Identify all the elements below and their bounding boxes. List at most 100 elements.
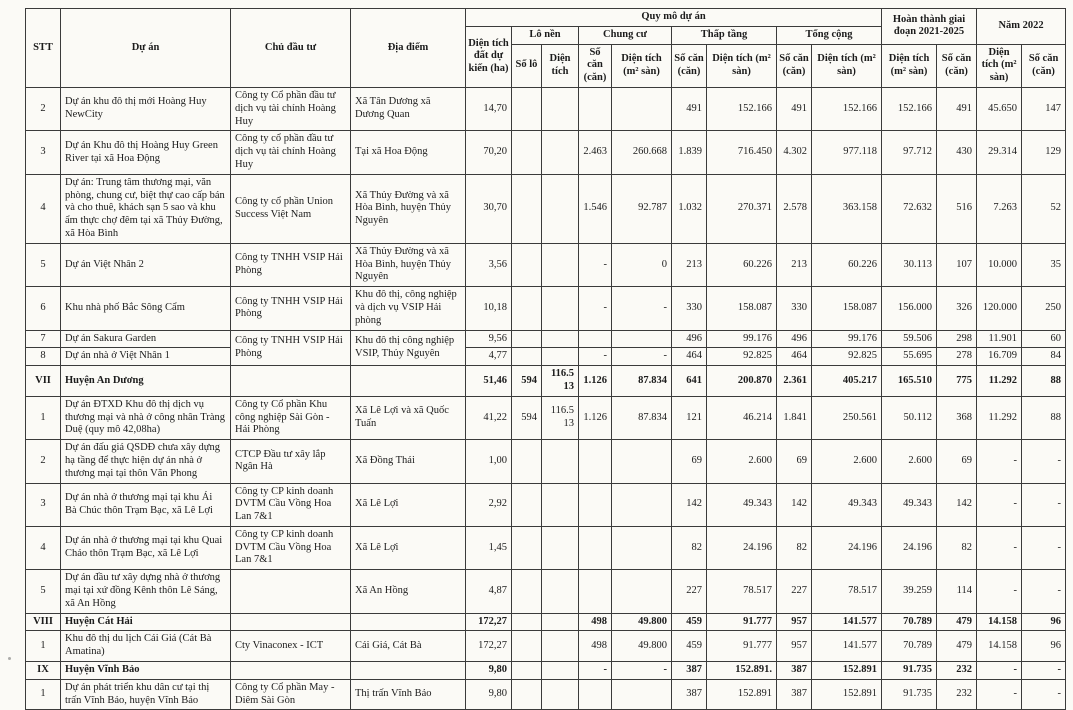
value-cell-dt_lo_nen: 116.513	[541, 395, 579, 441]
project-cell: Dự án đấu giá QSDĐ chưa xây dựng hạ tầng…	[60, 439, 231, 484]
value-cell-tc_dien_tich: 363.158	[810, 173, 883, 244]
value-cell-ht_dien_tich: 91.735	[881, 661, 938, 680]
value-cell-tc_so_can: 142	[776, 482, 812, 527]
value-cell-tc_so_can: 387	[776, 678, 812, 710]
value-cell-tt_so_can: 491	[671, 86, 707, 132]
value-cell-n2022_dien_tich: 7.263	[976, 173, 1023, 244]
value-cell-tc_dien_tich: 158.087	[810, 286, 883, 331]
table-row: 5 Dự án Việt Nhân 2 Công ty TNHH VSIP Hải …	[25, 242, 1067, 288]
stt-cell: IX	[25, 661, 61, 680]
value-cell-ht_dien_tich: 165.510	[881, 365, 938, 397]
value-cell-tc_so_can: 2.578	[776, 173, 812, 244]
stt-cell: 1	[25, 678, 61, 710]
value-cell-tc_so_can: 4.302	[776, 130, 812, 175]
header-2022-so-can: Số căn (căn)	[1021, 43, 1067, 88]
header-chu-dau-tu: Chủ đầu tư	[230, 8, 351, 88]
value-cell-dt_lo_nen	[541, 329, 579, 349]
value-cell-n2022_dien_tich: 14.158	[976, 630, 1023, 663]
table-header: STT Dự án Chủ đầu tư Địa điểm Quy mô dự …	[25, 8, 1067, 88]
value-cell-ht_dien_tich: 39.259	[881, 569, 938, 614]
location-cell: Khu đô thị, công nghiệp và dịch vụ VSIP …	[350, 286, 466, 331]
value-cell-cc_so_can: 1.126	[578, 365, 612, 397]
value-cell-cc_dien_tich: 87.834	[611, 395, 672, 441]
value-cell-cc_dien_tich	[611, 525, 672, 571]
value-cell-dt_dat_ha: 70,20	[465, 130, 512, 175]
table-row: 3 Dự án Khu đô thị Hoàng Huy Green River …	[25, 130, 1067, 175]
value-cell-tt_dien_tich: 2.600	[706, 439, 777, 484]
value-cell-dt_dat_ha: 172,27	[465, 612, 512, 632]
value-cell-n2022_dien_tich: -	[976, 482, 1023, 527]
value-cell-tc_dien_tich: 152.166	[810, 86, 883, 132]
value-cell-tt_dien_tich: 158.087	[706, 286, 777, 331]
value-cell-ht_so_can: 114	[936, 569, 978, 614]
value-cell-tt_so_can: 142	[671, 482, 707, 527]
location-cell	[350, 612, 466, 632]
investor-cell: Công ty Cổ phần May - Diêm Sài Gòn	[230, 678, 351, 710]
value-cell-cc_dien_tich	[611, 439, 672, 484]
value-cell-n2022_so_can: -	[1021, 439, 1067, 484]
value-cell-cc_so_can	[578, 329, 612, 349]
value-cell-tc_so_can: 227	[776, 569, 812, 614]
value-cell-cc_so_can	[578, 86, 612, 132]
value-cell-n2022_so_can: -	[1021, 525, 1067, 571]
header-dien-tich-dat: Diện tích đất dự kiến (ha)	[465, 25, 512, 88]
header-dien-tich-lo: Diện tích	[541, 43, 579, 88]
value-cell-tc_dien_tich: 60.226	[810, 242, 883, 288]
value-cell-dt_lo_nen	[541, 286, 579, 331]
value-cell-tc_so_can: 387	[776, 661, 812, 680]
value-cell-dt_dat_ha: 9,80	[465, 678, 512, 710]
investor-cell: Công ty Cổ phần Khu công nghiệp Sài Gòn …	[230, 395, 351, 441]
value-cell-tt_dien_tich: 152.891.	[706, 661, 777, 680]
value-cell-tt_so_can: 459	[671, 612, 707, 632]
investor-cell: Công ty CP kinh doanh DVTM Cầu Vồng Hoa …	[230, 525, 351, 571]
header-ht-so-can: Số căn (căn)	[936, 43, 978, 88]
header-so-lo: Số lô	[511, 43, 542, 88]
project-cell: Dự án nhà ở thương mại tại khu Ái Bà Chú…	[60, 482, 231, 527]
value-cell-dt_dat_ha: 14,70	[465, 86, 512, 132]
value-cell-dt_dat_ha: 9,56	[465, 329, 512, 349]
value-cell-cc_so_can: -	[578, 347, 612, 367]
value-cell-ht_so_can: 368	[936, 395, 978, 441]
value-cell-n2022_so_can: 84	[1021, 347, 1067, 367]
value-cell-dt_lo_nen	[541, 612, 579, 632]
value-cell-dt_lo_nen	[541, 439, 579, 484]
value-cell-tt_dien_tich: 91.777	[706, 630, 777, 663]
value-cell-so_lo	[511, 130, 542, 175]
table-row: 1 Khu đô thị du lịch Cái Giá (Cát Bà Amat…	[25, 630, 1067, 663]
table-body: 2 Dự án khu đô thị mới Hoàng Huy NewCity C…	[25, 86, 1067, 710]
header-nam-2022: Năm 2022	[976, 8, 1067, 45]
value-cell-dt_dat_ha: 1,00	[465, 439, 512, 484]
value-cell-dt_lo_nen	[541, 173, 579, 244]
value-cell-cc_so_can: 1.546	[578, 173, 612, 244]
location-cell	[350, 661, 466, 680]
value-cell-cc_dien_tich	[611, 482, 672, 527]
value-cell-so_lo	[511, 630, 542, 663]
header-du-an: Dự án	[60, 8, 231, 88]
value-cell-so_lo	[511, 347, 542, 367]
value-cell-tc_dien_tich: 49.343	[810, 482, 883, 527]
value-cell-tc_so_can: 491	[776, 86, 812, 132]
value-cell-cc_dien_tich: -	[611, 661, 672, 680]
investor-cell: Công ty cổ phần Union Success Việt Nam	[230, 173, 351, 244]
value-cell-tt_so_can: 69	[671, 439, 707, 484]
table-row: 8 Dự án nhà ở Việt Nhân 1 4,77- -464 92.825 4…	[25, 347, 1067, 367]
value-cell-tc_dien_tich: 152.891	[810, 678, 883, 710]
header-quy-mo-du-an: Quy mô dự án	[464, 8, 883, 27]
value-cell-n2022_dien_tich: 120.000	[976, 286, 1023, 331]
value-cell-dt_dat_ha: 30,70	[465, 173, 512, 244]
stt-cell: 1	[25, 630, 61, 663]
value-cell-tc_so_can: 82	[776, 525, 812, 571]
value-cell-n2022_so_can: 96	[1021, 612, 1067, 632]
value-cell-dt_lo_nen	[541, 242, 579, 288]
value-cell-n2022_dien_tich: 10.000	[976, 242, 1023, 288]
investor-cell: Công ty CP kinh doanh DVTM Cầu Vồng Hoa …	[230, 482, 351, 527]
value-cell-ht_dien_tich: 59.506	[881, 329, 938, 349]
value-cell-dt_lo_nen	[541, 130, 579, 175]
value-cell-tt_dien_tich: 24.196	[706, 525, 777, 571]
investor-cell	[230, 612, 351, 632]
value-cell-n2022_so_can: 52	[1021, 173, 1067, 244]
header-ht-dien-tich: Diện tích (m² sàn)	[881, 43, 938, 88]
value-cell-n2022_dien_tich: -	[976, 678, 1023, 710]
value-cell-so_lo	[511, 86, 542, 132]
project-cell: Dự án Việt Nhân 2	[60, 242, 231, 288]
